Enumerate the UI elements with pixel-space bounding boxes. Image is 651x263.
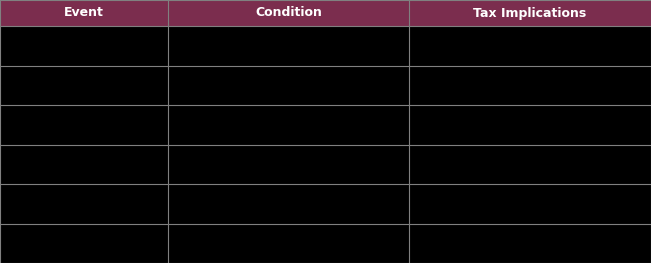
- Bar: [409, 105, 651, 144]
- Bar: [168, 65, 409, 105]
- Bar: [168, 184, 409, 224]
- Text: Condition: Condition: [255, 7, 322, 19]
- Bar: [0, 144, 168, 184]
- Bar: [168, 144, 409, 184]
- Bar: [0, 65, 168, 105]
- Text: Tax Implications: Tax Implications: [473, 7, 587, 19]
- Bar: [0, 224, 168, 263]
- Bar: [168, 26, 409, 65]
- Bar: [168, 224, 409, 263]
- Bar: [0, 184, 168, 224]
- Bar: [0, 105, 168, 144]
- Bar: [409, 26, 651, 65]
- Bar: [0, 26, 168, 65]
- Bar: [409, 65, 651, 105]
- Bar: [409, 0, 651, 26]
- Bar: [409, 184, 651, 224]
- Bar: [168, 0, 409, 26]
- Bar: [409, 224, 651, 263]
- Bar: [409, 144, 651, 184]
- Bar: [0, 0, 168, 26]
- Bar: [168, 105, 409, 144]
- Text: Event: Event: [64, 7, 104, 19]
